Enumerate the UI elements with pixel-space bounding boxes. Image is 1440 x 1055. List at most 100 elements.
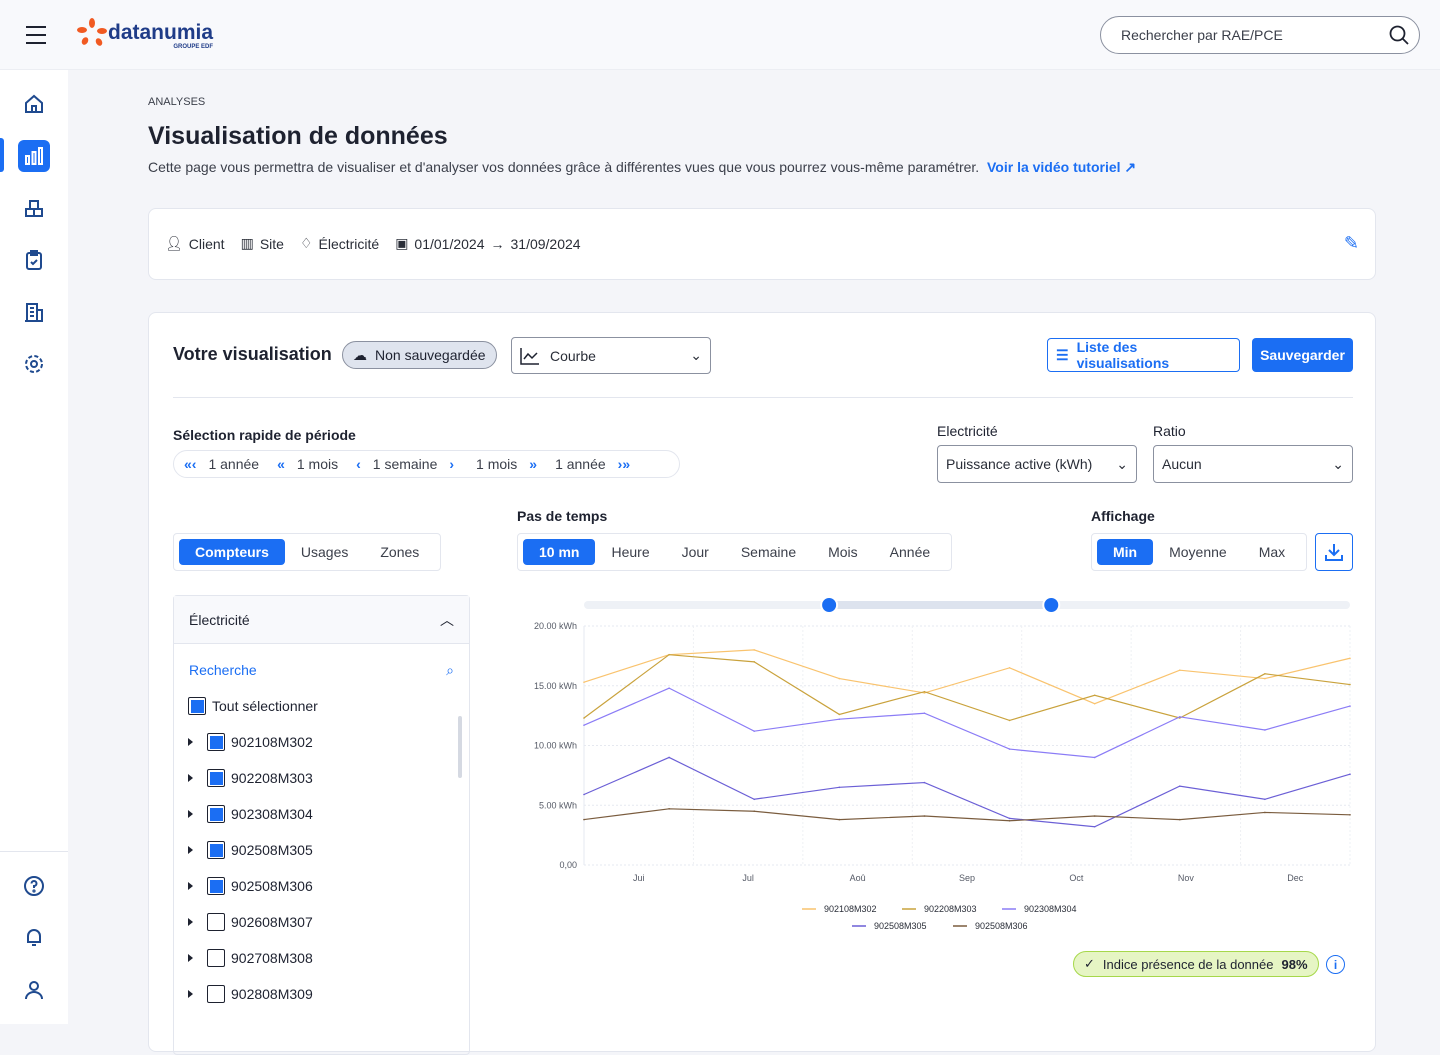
help-icon[interactable] xyxy=(18,870,50,902)
select-all-row[interactable]: Tout sélectionner xyxy=(188,697,318,715)
filter-energy[interactable]: ♢ Électricité xyxy=(300,235,379,252)
user-icon[interactable] xyxy=(18,974,50,1006)
time-step-week[interactable]: Semaine xyxy=(740,544,797,560)
back-year-icon[interactable]: «‹ xyxy=(184,456,197,472)
tab-compteurs[interactable]: Compteurs xyxy=(179,539,285,565)
home-icon[interactable] xyxy=(18,88,50,120)
tree-item[interactable]: 902508M305 xyxy=(188,841,313,859)
back-month[interactable]: 1 mois xyxy=(296,456,339,472)
filter-dates[interactable]: ▣ 01/01/2024 → 31/09/2024 xyxy=(395,235,580,252)
info-icon[interactable]: i xyxy=(1326,955,1345,974)
tree-item-label: 902708M308 xyxy=(231,950,313,966)
forward-month-icon[interactable]: » xyxy=(529,456,538,472)
line-chart-icon xyxy=(520,347,539,365)
display-max[interactable]: Max xyxy=(1258,544,1286,560)
time-step-month[interactable]: Mois xyxy=(828,544,858,560)
active-indicator xyxy=(0,138,4,172)
expand-caret-icon[interactable] xyxy=(188,774,193,782)
tab-usages[interactable]: Usages xyxy=(300,544,349,560)
expand-caret-icon[interactable] xyxy=(188,738,193,746)
tree-item-checkbox[interactable] xyxy=(207,877,225,895)
time-step-year[interactable]: Année xyxy=(889,544,931,560)
time-step-hour[interactable]: Heure xyxy=(611,544,650,560)
y-tick-label: 5.00 kWh xyxy=(539,800,577,810)
breadcrumb: ANALYSES xyxy=(148,96,206,108)
search-icon[interactable] xyxy=(1389,25,1409,45)
tree-item-checkbox[interactable] xyxy=(207,913,225,931)
data-point xyxy=(668,653,670,656)
tree-item[interactable]: 902708M308 xyxy=(188,949,313,967)
expand-caret-icon[interactable] xyxy=(188,954,193,962)
tree-search-input[interactable]: Recherche ⌕ xyxy=(189,662,454,679)
logo[interactable]: datanumia GROUPE EDF xyxy=(76,18,213,50)
tree-item[interactable]: 902108M302 xyxy=(188,733,313,751)
expand-caret-icon[interactable] xyxy=(188,810,193,818)
tree-item[interactable]: 902508M306 xyxy=(188,877,313,895)
data-point xyxy=(668,756,670,759)
range-slider-handle[interactable] xyxy=(820,596,839,614)
download-button[interactable] xyxy=(1315,533,1353,571)
display-average[interactable]: Moyenne xyxy=(1169,544,1227,560)
tree-item[interactable]: 902808M309 xyxy=(188,985,313,1003)
filter-site[interactable]: ▥ Site xyxy=(241,235,284,252)
filter-client[interactable]: 👤︎ Client xyxy=(165,235,225,252)
forward-week-icon[interactable]: › xyxy=(449,456,455,472)
tutorial-link[interactable]: Voir la vidéo tutoriel ↗ xyxy=(987,159,1136,175)
tree-item[interactable]: 902608M307 xyxy=(188,913,313,931)
tree-item-checkbox[interactable] xyxy=(207,841,225,859)
expand-caret-icon[interactable] xyxy=(188,846,193,854)
tree-item-label: 902608M307 xyxy=(231,914,313,930)
visualization-list-button[interactable]: ☰ Liste des visualisations xyxy=(1047,338,1240,372)
week[interactable]: 1 semaine xyxy=(372,456,438,472)
data-point xyxy=(1008,748,1011,750)
tree-item-checkbox[interactable] xyxy=(207,985,225,1003)
data-point xyxy=(753,730,756,732)
search-icon: ⌕ xyxy=(446,662,454,678)
data-point xyxy=(1264,811,1266,814)
tree-section-header[interactable]: Électricité ︿ xyxy=(174,596,469,644)
data-point xyxy=(583,681,585,683)
back-week-icon[interactable]: ‹ xyxy=(356,456,361,472)
tree-item-checkbox[interactable] xyxy=(207,733,225,751)
tree-item-checkbox[interactable] xyxy=(207,949,225,967)
time-step-10mn[interactable]: 10 mn xyxy=(523,539,596,565)
forward-month[interactable]: 1 mois xyxy=(476,456,518,472)
electricity-select[interactable]: Puissance active (kWh) ⌄ xyxy=(937,445,1137,483)
building-icon[interactable] xyxy=(18,296,50,328)
site-label: Site xyxy=(259,235,284,252)
edit-pencil-icon[interactable]: ✎ xyxy=(1343,233,1359,253)
tree-item-checkbox[interactable] xyxy=(207,805,225,823)
tree-item[interactable]: 902308M304 xyxy=(188,805,313,823)
tree-item-checkbox[interactable] xyxy=(207,769,225,787)
back-year[interactable]: 1 année xyxy=(208,456,260,472)
tree-item[interactable]: 902208M303 xyxy=(188,769,313,787)
menu-icon[interactable] xyxy=(26,26,46,44)
tree-search-placeholder: Recherche xyxy=(189,662,257,678)
display-tabs: Min Moyenne Max xyxy=(1091,533,1307,571)
expand-caret-icon[interactable] xyxy=(188,990,193,998)
chart-type-select[interactable]: Courbe ⌄ xyxy=(511,337,711,374)
select-all-checkbox[interactable] xyxy=(188,697,206,715)
data-point xyxy=(923,692,926,694)
range-slider-handle[interactable] xyxy=(1042,596,1061,614)
search-input[interactable]: Rechercher par RAE/PCE xyxy=(1100,16,1420,54)
expand-caret-icon[interactable] xyxy=(188,918,193,926)
tab-zones[interactable]: Zones xyxy=(380,544,420,560)
divider xyxy=(173,397,1353,398)
tree-scrollbar[interactable] xyxy=(458,716,462,778)
forward-year[interactable]: 1 année xyxy=(555,456,606,472)
clipboard-icon[interactable] xyxy=(18,244,50,276)
data-point xyxy=(753,661,756,663)
ratio-select[interactable]: Aucun ⌄ xyxy=(1153,445,1353,483)
forward-year-icon[interactable]: ›» xyxy=(617,456,631,472)
display-min[interactable]: Min xyxy=(1097,539,1154,565)
expand-caret-icon[interactable] xyxy=(188,882,193,890)
download-icon xyxy=(1325,544,1343,561)
save-button[interactable]: Sauvegarder xyxy=(1252,338,1353,372)
chart-icon[interactable] xyxy=(18,140,50,172)
bell-icon[interactable] xyxy=(18,921,50,953)
coins-icon[interactable] xyxy=(18,192,50,224)
gear-icon[interactable] xyxy=(18,348,50,380)
time-step-day[interactable]: Jour xyxy=(681,544,709,560)
back-month-icon[interactable]: « xyxy=(277,456,285,472)
